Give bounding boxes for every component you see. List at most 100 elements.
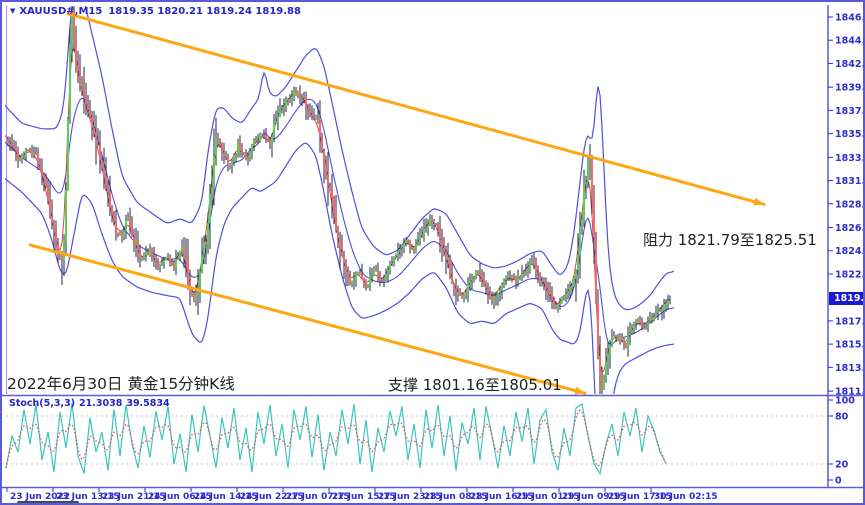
candle-body: [413, 248, 415, 253]
candle-body: [331, 190, 333, 198]
candle-body: [367, 285, 369, 288]
candle-body: [511, 275, 513, 277]
candle-body: [309, 110, 311, 115]
candle-body: [551, 291, 553, 300]
candle-body: [481, 274, 483, 279]
candle-body: [97, 144, 99, 147]
bollinger-lower-line: [5, 142, 675, 394]
bollinger-upper-line: [5, 6, 675, 311]
stoch-d-line: [5, 409, 667, 469]
candle-body: [609, 344, 611, 354]
candle-body: [427, 225, 429, 229]
candle-body: [233, 155, 235, 162]
candle-body: [321, 136, 323, 151]
candle-body: [55, 233, 57, 245]
candle-body: [293, 89, 295, 97]
candle-body: [253, 140, 255, 146]
candle-body: [283, 106, 285, 108]
candle-body: [613, 336, 615, 338]
candle-body: [71, 9, 73, 45]
stoch-k-line: [5, 403, 667, 476]
candle-body: [577, 254, 579, 271]
stoch-panel[interactable]: [5, 403, 667, 476]
candle-body: [365, 281, 367, 288]
candle-body: [479, 271, 481, 275]
candle-body: [199, 271, 201, 288]
candle-body: [243, 153, 245, 155]
candle-body: [287, 99, 289, 101]
candle-body: [533, 260, 535, 262]
candle-body: [477, 271, 479, 273]
candle-body: [169, 255, 171, 262]
candle-body: [649, 316, 651, 323]
candle-body: [41, 168, 43, 175]
price-tick-label: 1826.65: [835, 223, 865, 234]
candle-body: [661, 310, 663, 313]
candle-body: [175, 259, 177, 269]
candle-body: [619, 336, 621, 342]
candle-body: [223, 152, 225, 157]
candle-body: [397, 251, 399, 258]
bollinger-middle-line: [5, 97, 675, 346]
candle-body: [539, 272, 541, 282]
candle-body: [361, 273, 363, 279]
current-price-badge: 1819.88: [829, 292, 863, 305]
candle-body: [585, 182, 587, 185]
time-tick-label: 23 Jun 21:15: [102, 492, 166, 502]
candle-body: [187, 258, 189, 282]
candle-body: [545, 280, 547, 290]
candle-body: [35, 152, 37, 154]
candle-body: [565, 293, 567, 297]
candle-body: [83, 83, 85, 98]
candle-body: [203, 241, 205, 255]
candle-body: [69, 44, 71, 120]
stoch-level-label: 80: [835, 412, 849, 423]
candle-body: [639, 318, 641, 323]
candle-body: [553, 299, 555, 306]
candle-body: [621, 336, 623, 340]
stoch-axis: 100 80 20 0: [6, 396, 855, 487]
candle-body: [315, 116, 317, 119]
candle-body: [51, 216, 53, 223]
candle-body: [221, 143, 223, 153]
candle-body: [21, 155, 23, 161]
candle-body: [493, 295, 495, 303]
symbol-dropdown-icon[interactable]: ▼: [10, 7, 16, 15]
channel-lower-arrowhead: [574, 386, 585, 395]
candle-body: [411, 247, 413, 249]
candle-body: [637, 318, 639, 324]
candle-body: [343, 255, 345, 264]
candle-body: [9, 143, 11, 145]
candle-body: [589, 158, 591, 163]
candle-body: [515, 278, 517, 284]
channel-upper[interactable]: [66, 12, 766, 206]
candle-body: [327, 174, 329, 186]
candle-body: [517, 275, 519, 284]
candle-body: [357, 271, 359, 275]
candle-body: [271, 136, 273, 145]
candle-body: [393, 257, 395, 263]
main-price-panel[interactable]: [2, 2, 675, 483]
candle-body: [7, 139, 9, 144]
candle-body: [261, 133, 263, 135]
candle-body: [401, 249, 403, 251]
candle-body: [299, 90, 301, 98]
candle-body: [569, 286, 571, 292]
candle-body: [297, 90, 299, 96]
candle-body: [305, 95, 307, 108]
candle-body: [289, 99, 291, 102]
candle-body: [107, 185, 109, 193]
bottom-scrollbar-thumb[interactable]: [17, 501, 79, 503]
candle-body: [235, 154, 237, 156]
candle-body: [225, 154, 227, 157]
candle-body: [163, 260, 165, 264]
channel-lower[interactable]: [28, 243, 587, 395]
candle-body: [629, 333, 631, 336]
candle-body: [77, 64, 79, 71]
price-tick-label: 1835.55: [835, 129, 865, 140]
candle-body: [229, 165, 231, 167]
time-tick-label: 28 Jun 08:15: [424, 492, 488, 502]
price-tick-label: 1824.45: [835, 246, 865, 257]
